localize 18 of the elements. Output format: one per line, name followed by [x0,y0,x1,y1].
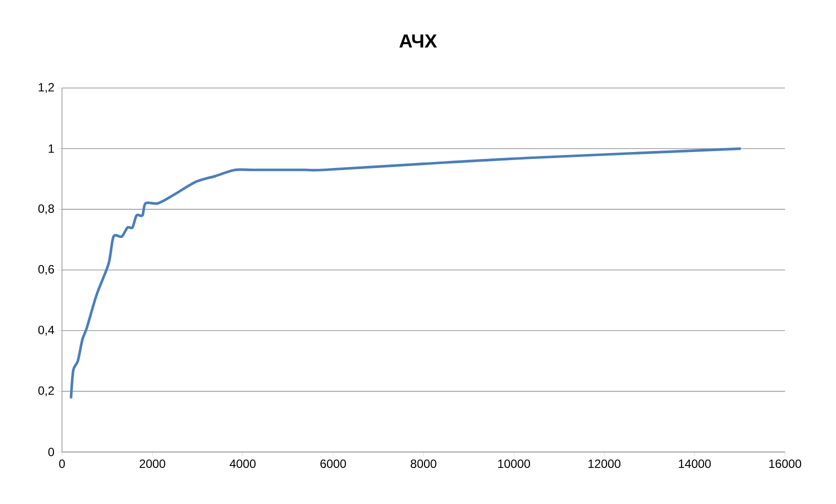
y-tick-label: 0,6 [38,265,54,275]
y-tick-label: 0,8 [38,204,54,214]
x-tick-label: 0 [59,460,65,468]
x-tick-label: 8000 [410,460,436,468]
y-tick-label: 0,4 [38,326,54,336]
x-tick-label: 10000 [498,460,530,468]
x-tick-label: 2000 [140,460,166,468]
x-tick-label: 14000 [678,460,711,468]
y-tick-label: 0,2 [38,386,54,396]
chart-title: АЧХ [399,34,437,48]
y-tick-label: 0 [48,448,54,456]
y-tick-label: 1,2 [38,83,54,93]
line-series [70,147,742,399]
y-tick-label: 1 [48,144,54,153]
x-tick-label: 12000 [588,460,620,468]
x-tick-label: 6000 [320,460,346,468]
x-tick-label: 16000 [769,460,802,468]
x-tick-label: 4000 [230,460,256,468]
